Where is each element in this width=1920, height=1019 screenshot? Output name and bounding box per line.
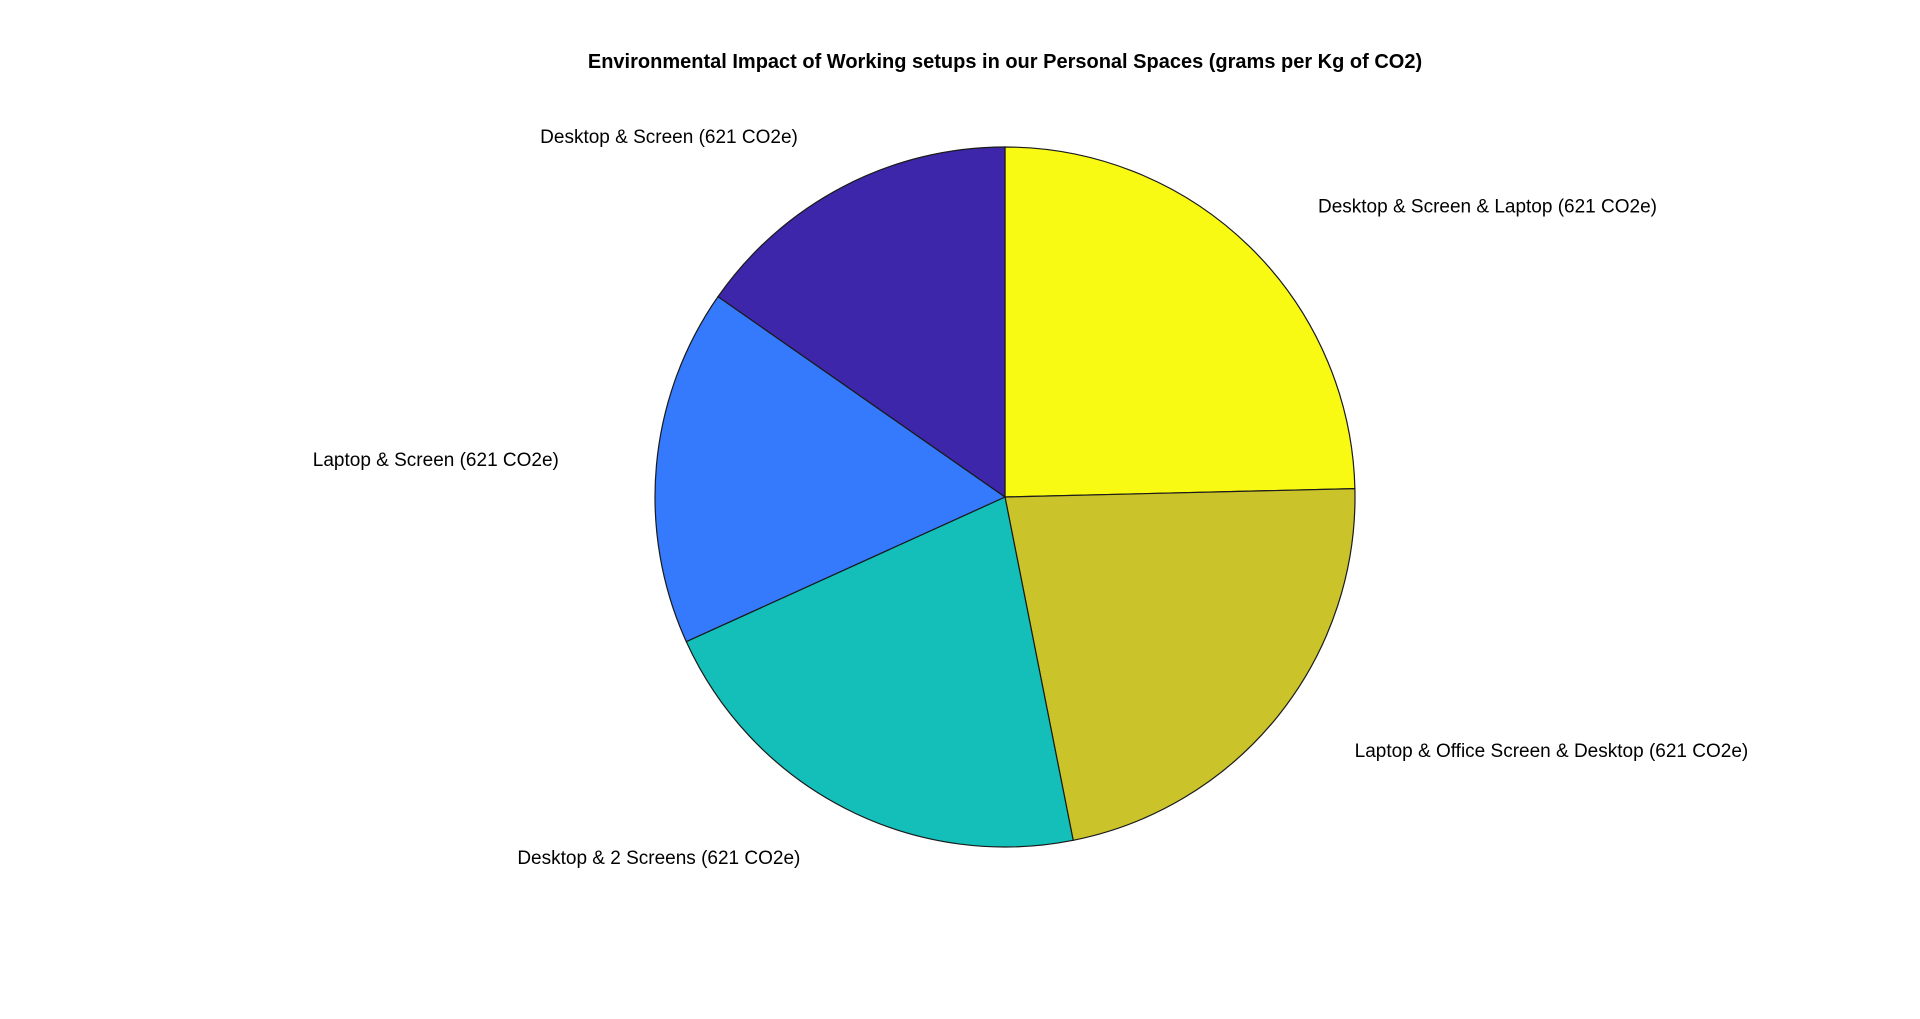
pie-slice-0	[1004, 146, 1356, 498]
pie-slices	[654, 146, 1356, 848]
pie-slice-label-4: Desktop & Screen (621 CO2e)	[540, 127, 798, 148]
pie-slice-label-1: Laptop & Office Screen & Desktop (621 CO…	[1355, 741, 1749, 762]
chart-title: Environmental Impact of Working setups i…	[588, 51, 1422, 73]
pie-slice-4	[717, 146, 1006, 499]
pie-slice-1	[1004, 488, 1356, 842]
pie-slice-label-0: Desktop & Screen & Laptop (621 CO2e)	[1318, 197, 1657, 218]
pie-slice-label-2: Desktop & 2 Screens (621 CO2e)	[517, 848, 800, 869]
pie-labels: Desktop & Screen & Laptop (621 CO2e) Lapt…	[313, 127, 1748, 869]
pie-slice-2	[685, 496, 1074, 848]
pie-slice-3	[654, 295, 1007, 643]
pie-slice-label-3: Laptop & Screen (621 CO2e)	[313, 450, 559, 471]
